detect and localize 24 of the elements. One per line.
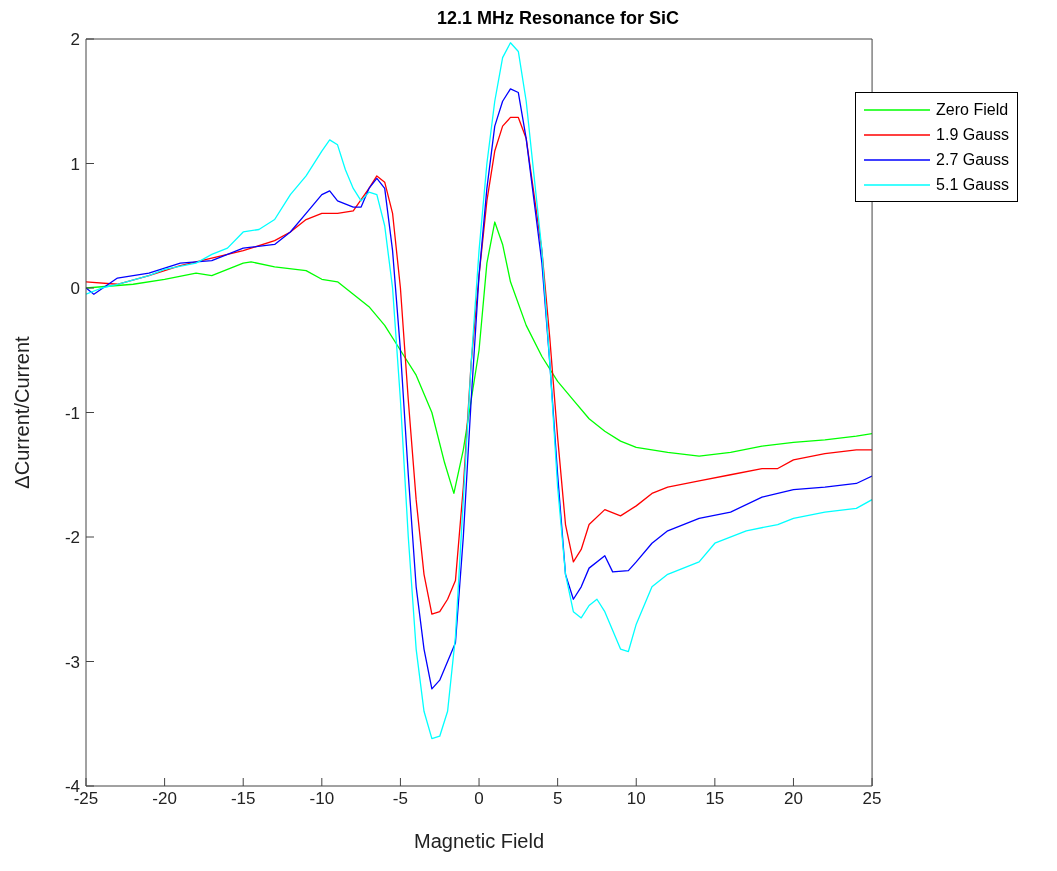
x-tick-label: -15 bbox=[230, 789, 256, 809]
x-tick-label: -20 bbox=[152, 789, 177, 809]
y-tick-label: -1 bbox=[64, 403, 80, 423]
y-tick-label: -2 bbox=[64, 528, 80, 548]
y-tick-label: 0 bbox=[70, 279, 80, 299]
y-tick-label: 1 bbox=[70, 154, 80, 174]
x-axis-title: Magnetic Field bbox=[414, 830, 545, 852]
x-tick-label: 15 bbox=[705, 789, 725, 809]
legend-label: 5.1 Gauss bbox=[936, 175, 1009, 194]
x-tick-label: 20 bbox=[784, 789, 803, 809]
x-tick-label: 0 bbox=[474, 789, 484, 809]
legend-label: 1.9 Gauss bbox=[936, 125, 1009, 144]
legend-label: 2.7 Gauss bbox=[936, 150, 1009, 169]
legend-label: Zero Field bbox=[936, 100, 1009, 119]
x-tick-label: 5 bbox=[552, 789, 563, 809]
line-series bbox=[86, 116, 873, 615]
x-tick-label: 10 bbox=[626, 789, 646, 809]
y-tick-label: -3 bbox=[64, 652, 80, 672]
x-tick-label: -10 bbox=[309, 789, 335, 809]
y-axis-title: ΔCurrent/Current bbox=[11, 335, 34, 489]
x-tick-label: -5 bbox=[392, 789, 408, 809]
x-tick-label: 25 bbox=[862, 789, 882, 809]
y-tick-label: 2 bbox=[70, 30, 80, 50]
chart-title: 12.1 MHz Resonance for SiC bbox=[435, 8, 681, 30]
